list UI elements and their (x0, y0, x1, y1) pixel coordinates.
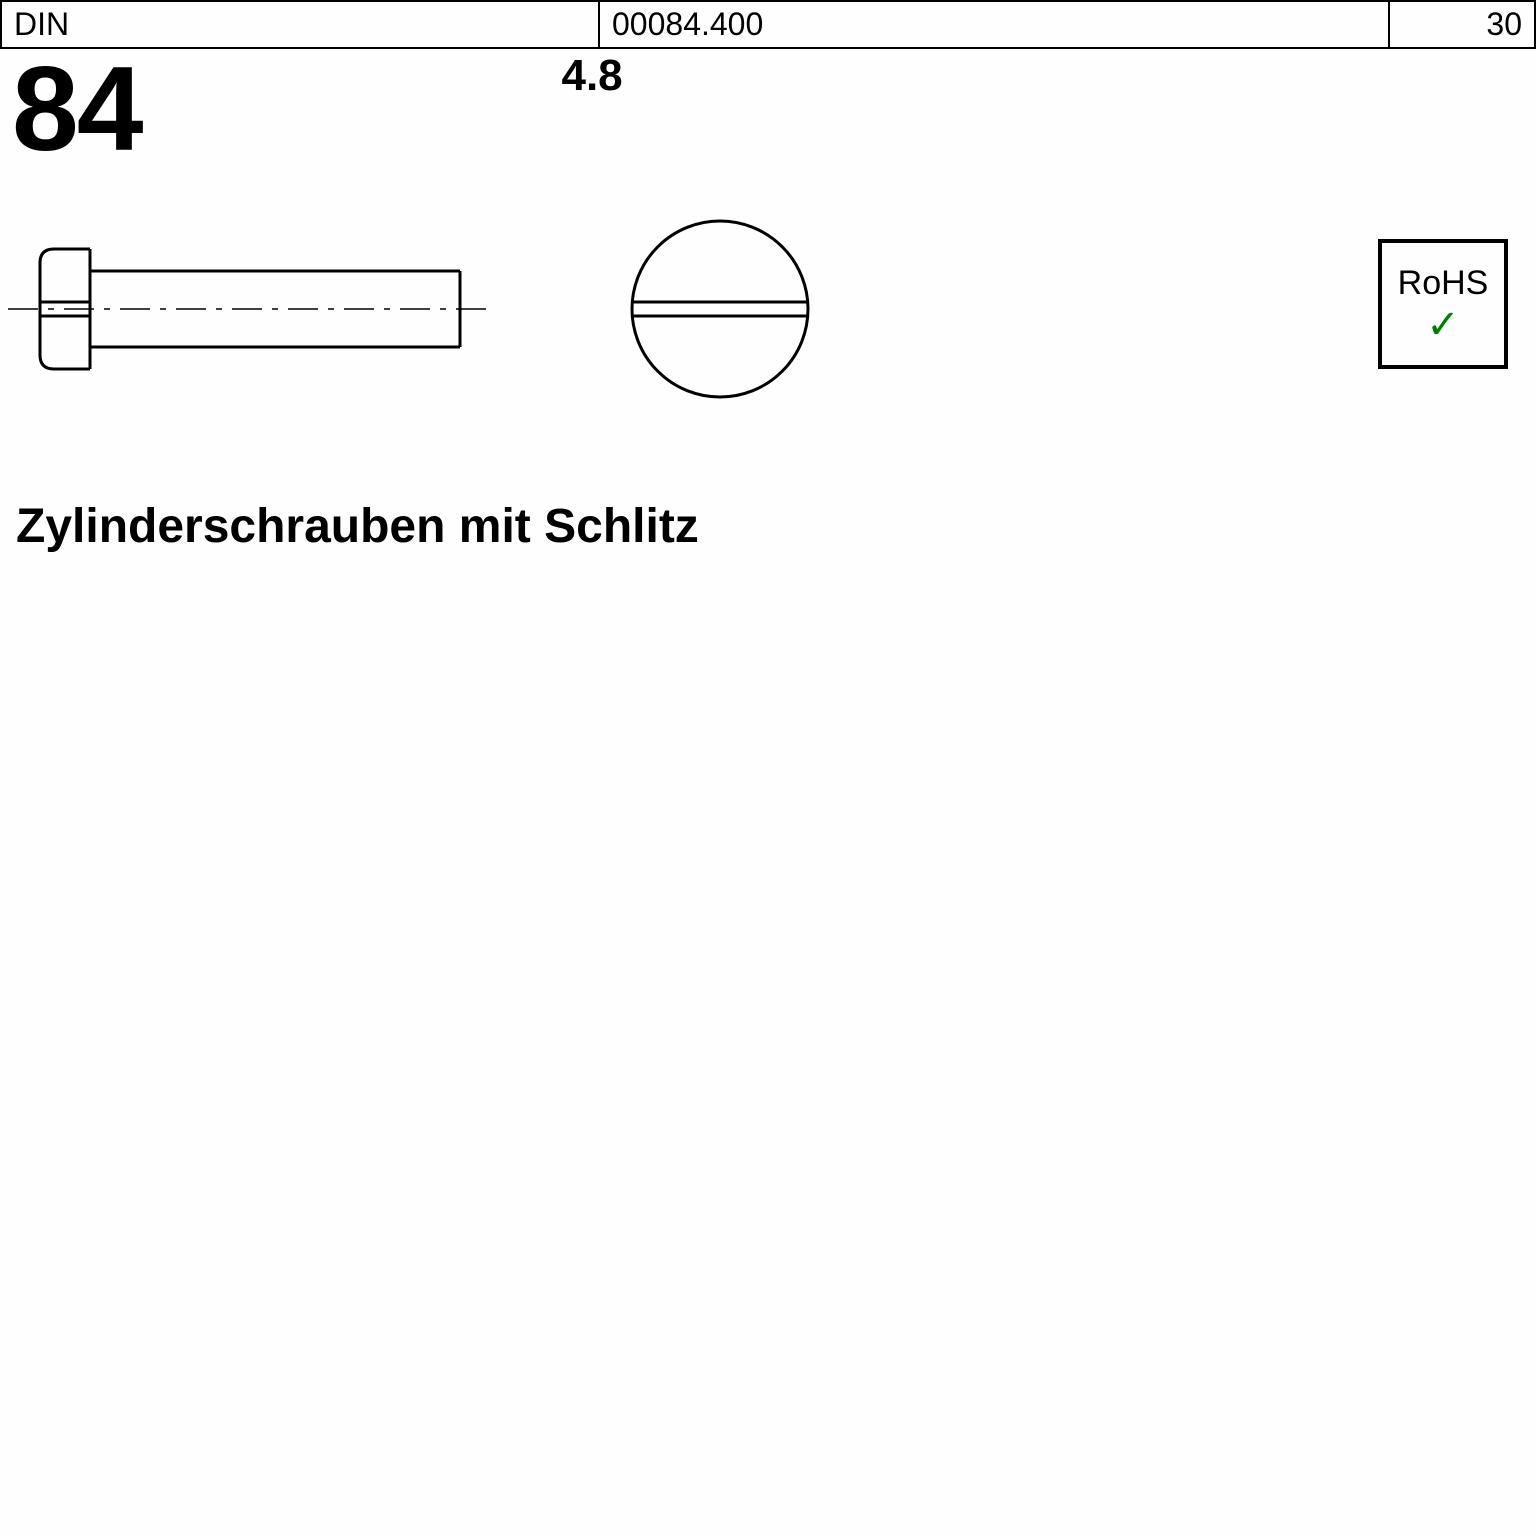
header-row: DIN 00084.400 30 (0, 0, 1536, 49)
page-number: 30 (1486, 6, 1522, 43)
code-value: 00084.400 (612, 6, 763, 43)
rohs-badge: RoHS ✓ (1378, 239, 1508, 369)
standard-number: 84 (12, 49, 141, 169)
page-title: Zylinderschrauben mit Schlitz (16, 499, 1536, 554)
header-code-cell: 00084.400 (600, 2, 1390, 47)
header-din-cell: DIN (0, 2, 600, 47)
header-pagenum-cell: 30 (1390, 2, 1536, 47)
din-label: DIN (14, 6, 69, 43)
rohs-label: RoHS (1398, 264, 1489, 303)
technical-drawing (0, 199, 1100, 439)
spec-row: 84 4.8 (0, 49, 1536, 169)
rohs-check-icon: ✓ (1426, 305, 1460, 345)
diagram-area: RoHS ✓ (0, 199, 1536, 439)
strength-grade: 4.8 (561, 51, 622, 101)
